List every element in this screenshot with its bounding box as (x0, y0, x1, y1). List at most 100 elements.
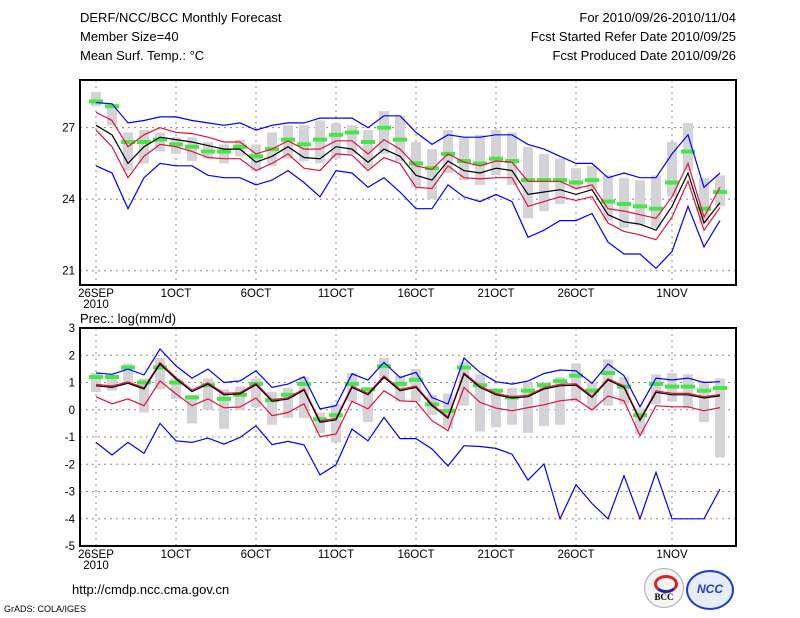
fcst-started-date: Fcst Started Refer Date 2010/09/25 (530, 29, 736, 44)
precip-spread-box (651, 374, 661, 405)
temp-obs-marker (217, 149, 231, 154)
temp-x-tick-label: 1OCT (161, 288, 192, 300)
bcc-swirl-icon (654, 575, 678, 593)
precip-y-tick-label: 3 (69, 323, 75, 335)
precip-obs-marker (713, 385, 727, 390)
temp-plot-frame (79, 79, 737, 286)
temp-obs-marker (89, 99, 103, 104)
temp-obs-marker (409, 161, 423, 166)
temp-spread-box (363, 130, 373, 169)
precip-obs-marker (665, 384, 679, 389)
temp-obs-marker (521, 178, 535, 183)
precip-spread-box (155, 357, 165, 390)
precip-spread-box (571, 363, 581, 402)
temp-obs-marker (201, 149, 215, 154)
temp-obs-marker (249, 154, 263, 159)
precip-obs-marker (169, 380, 183, 385)
precip-obs-marker (585, 388, 599, 393)
temp-spread-box (667, 141, 677, 197)
precip-obs-marker (121, 365, 135, 370)
precip-x-tick-label: 16OCT (397, 549, 434, 561)
precip-spread-box (715, 378, 725, 458)
temp-x-tick-label: 16OCT (397, 288, 434, 300)
precip-spread-box (619, 377, 629, 405)
temp-spread-box (459, 137, 469, 181)
temp-upper-spread-line (95, 111, 721, 219)
temp-obs-marker (649, 206, 663, 211)
temp-obs-marker (313, 137, 327, 142)
precip-y-tick-label: 1 (69, 378, 75, 390)
precip-obs-marker (329, 413, 343, 418)
precip-spread-box (123, 363, 133, 384)
precip-obs-marker (633, 413, 647, 418)
precip-y-tick-label: -2 (65, 459, 75, 471)
precip-obs-marker (601, 370, 615, 375)
temp-obs-marker (393, 137, 407, 142)
precip-spread-box (235, 386, 245, 410)
temp-spread-box (187, 137, 197, 162)
precip-y-tick-label: -3 (65, 487, 75, 499)
precip-x-year-label: 2010 (83, 560, 109, 572)
temp-x-tick-label: 1NOV (656, 288, 688, 300)
precip-obs-marker (457, 365, 471, 370)
temp-spread-box (475, 134, 485, 185)
temp-spread-box (491, 130, 501, 176)
temp-spread-box (635, 180, 645, 226)
precip-spread-box (459, 362, 469, 406)
precip-spread-box (267, 392, 277, 425)
temp-obs-marker (105, 104, 119, 109)
precip-obs-marker (361, 387, 375, 392)
precip-obs-marker (105, 375, 119, 380)
temp-obs-marker (457, 159, 471, 164)
temp-obs-marker (473, 161, 487, 166)
precip-y-tick-label: -4 (65, 514, 76, 526)
temp-x-tick-label: 26OCT (557, 288, 594, 300)
temp-spread-box (507, 132, 517, 185)
precip-upper-spread-line (95, 361, 721, 422)
temp-obs-marker (329, 132, 343, 137)
precip-lower-spread-line (95, 380, 721, 438)
temp-obs-marker (345, 130, 359, 135)
temp-obs-marker (377, 125, 391, 130)
temp-obs-marker (601, 199, 615, 204)
precip-obs-marker (313, 417, 327, 422)
temp-obs-marker (297, 142, 311, 147)
precip-plot-frame (79, 327, 737, 547)
grads-credit: GrADS: COLA/IGES (4, 604, 87, 614)
temp-obs-marker (569, 180, 583, 185)
precip-obs-marker (345, 381, 359, 386)
temp-obs-marker (281, 137, 295, 142)
source-url[interactable]: http://cmdp.ncc.cma.gov.cn (72, 582, 230, 597)
temp-x-year-label: 2010 (83, 299, 109, 311)
temp-obs-marker (697, 206, 711, 211)
temp-spread-box (283, 125, 293, 159)
temp-obs-marker (153, 137, 167, 142)
precip-y-tick-label: -5 (65, 541, 75, 553)
temp-spread-box (651, 175, 661, 228)
precip-label: Prec.: log(mm/d) (80, 311, 177, 326)
temp-y-tick-label: 24 (62, 194, 75, 206)
precip-obs-marker (393, 381, 407, 386)
temp-obs-marker (505, 159, 519, 164)
precip-obs-marker (441, 409, 455, 414)
precip-x-tick-label: 1NOV (656, 549, 688, 561)
temp-obs-marker (121, 139, 135, 144)
precip-x-tick-label: 26SEP (78, 549, 114, 561)
temp-x-tick-label: 21OCT (477, 288, 514, 300)
precip-obs-marker (185, 395, 199, 400)
bcc-logo: BCC (644, 568, 684, 608)
temp-spread-box (571, 168, 581, 190)
precip-obs-marker (201, 383, 215, 388)
temp-obs-marker (585, 178, 599, 183)
temp-spread-box (379, 110, 389, 154)
precip-spread-box (251, 378, 261, 408)
temp-spread-box (699, 177, 709, 224)
ncc-logo: NCC (686, 570, 734, 610)
precip-spread-box (203, 378, 213, 410)
precip-spread-box (331, 404, 341, 443)
temp-spread-box (347, 125, 357, 154)
precip-y-tick-label: -1 (65, 432, 75, 444)
temp-obs-marker (617, 201, 631, 206)
temp-obs-marker (425, 166, 439, 171)
chart-title: DERF/NCC/BCC Monthly Forecast (80, 10, 282, 25)
